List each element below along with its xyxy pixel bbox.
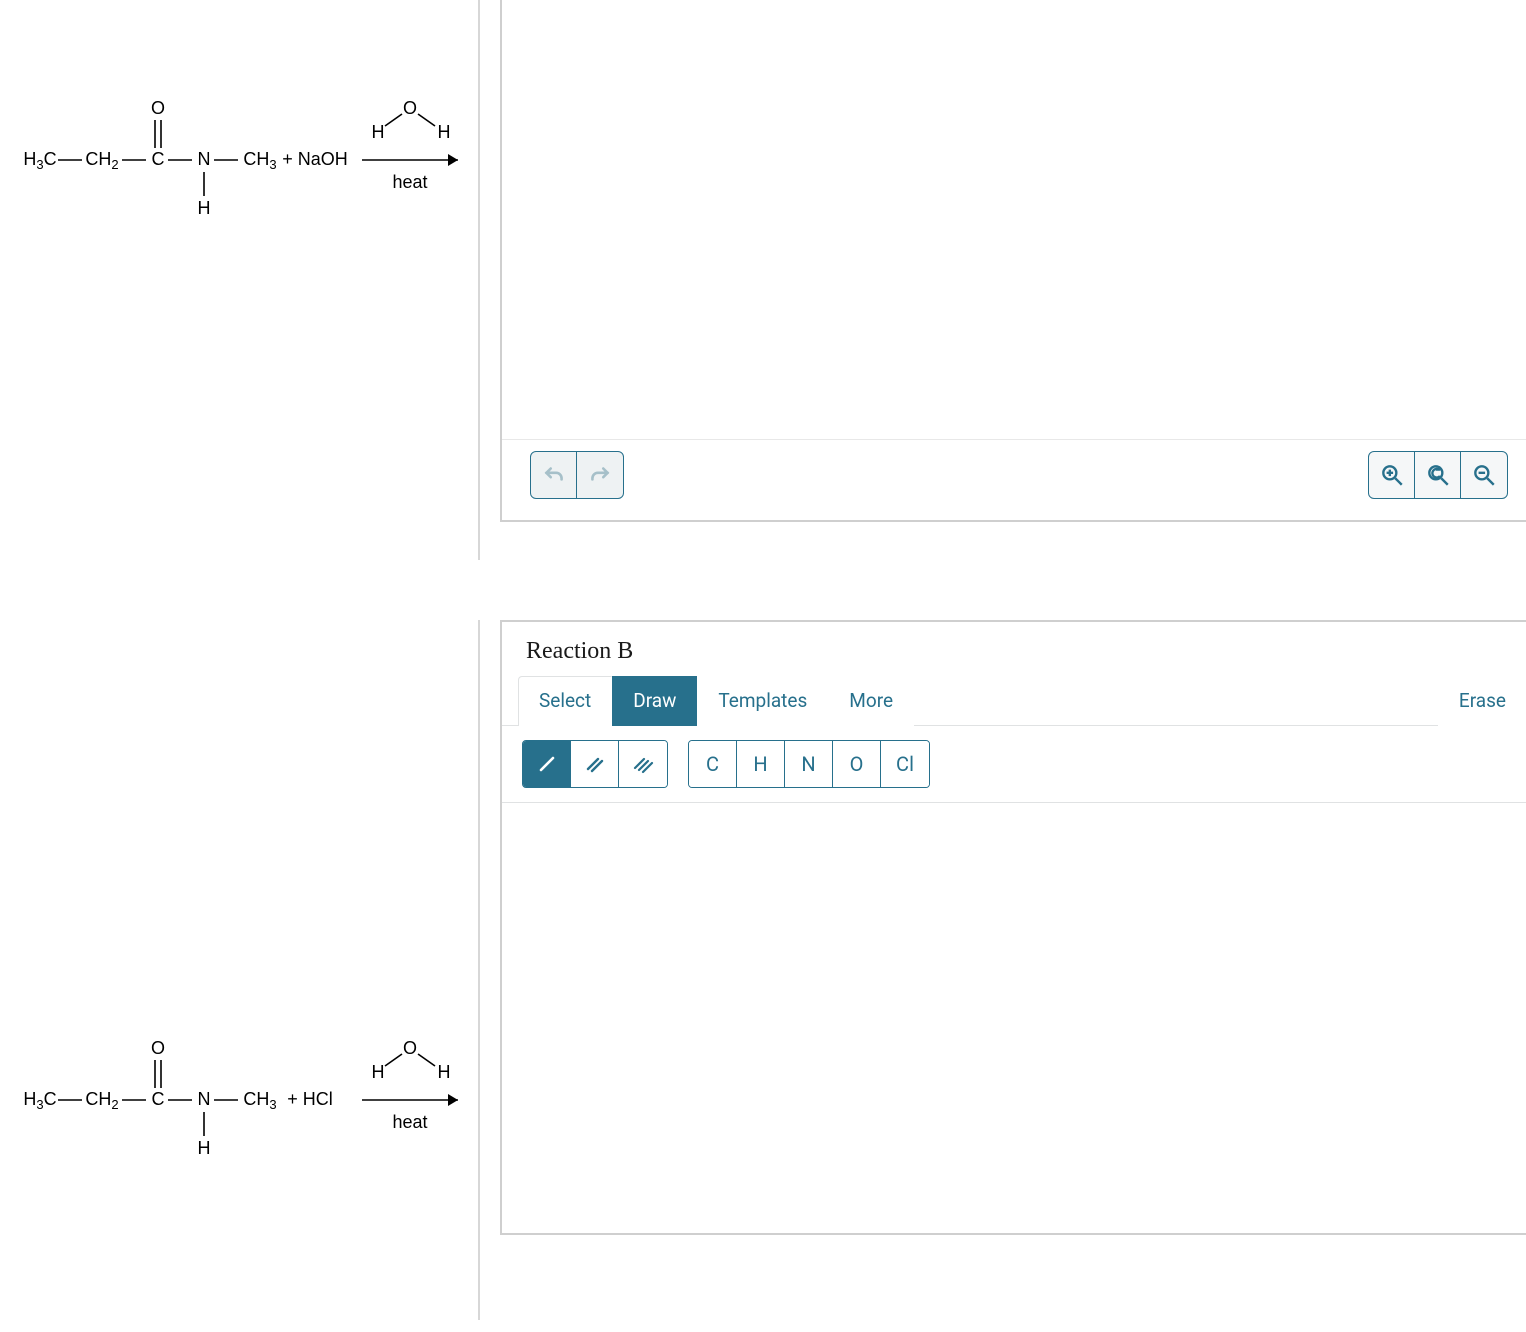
zoom-group: [1368, 451, 1508, 499]
atom-o: O: [151, 98, 165, 118]
reaction-a-editor: [500, 0, 1526, 522]
bond-buttons: [522, 740, 668, 788]
atom-c: C: [152, 149, 165, 169]
double-bond-button[interactable]: [571, 741, 619, 787]
svg-text:H: H: [372, 1062, 385, 1082]
atom-h3c: H3C: [23, 149, 56, 172]
tab-draw[interactable]: Draw: [612, 676, 697, 726]
zoom-in-button[interactable]: [1369, 452, 1415, 498]
single-bond-button[interactable]: [523, 741, 571, 787]
draw-toolbar: C H N O Cl: [502, 726, 1526, 803]
atom-ch3: CH3: [243, 149, 276, 172]
reaction-a-structure: H3C CH2 C N CH3 O H: [10, 20, 470, 240]
atom-c-button[interactable]: C: [689, 741, 737, 787]
reaction-b-editor: Reaction B Select Draw Templates More Er…: [500, 620, 1526, 1235]
atom-h-button[interactable]: H: [737, 741, 785, 787]
svg-text:N: N: [198, 1089, 211, 1109]
atom-ch2: CH2: [85, 149, 118, 172]
water-o: O: [403, 98, 417, 118]
atom-n: N: [198, 149, 211, 169]
svg-text:H: H: [438, 1062, 451, 1082]
drawing-canvas-a[interactable]: [502, 0, 1526, 440]
svg-text:CH2: CH2: [85, 1089, 118, 1112]
water-h-left: H: [372, 122, 385, 142]
svg-text:H3C: H3C: [23, 1089, 56, 1112]
water-h-right: H: [438, 122, 451, 142]
under-arrow-a: heat: [392, 172, 427, 192]
reagent-b: + HCl: [287, 1089, 333, 1109]
svg-text:heat: heat: [392, 1112, 427, 1132]
svg-text:CH3: CH3: [243, 1089, 276, 1112]
reagent-a: + NaOH: [282, 149, 348, 169]
tab-more[interactable]: More: [828, 676, 914, 726]
reaction-b-title: Reaction B: [526, 638, 633, 664]
atom-o-button[interactable]: O: [833, 741, 881, 787]
svg-text:O: O: [403, 1038, 417, 1058]
triple-bond-button[interactable]: [619, 741, 667, 787]
tab-select[interactable]: Select: [518, 676, 612, 726]
reaction-a-pane: H3C CH2 C N CH3 O H: [0, 0, 480, 560]
drawing-canvas-b[interactable]: [502, 803, 1526, 1223]
editor-tabs: Select Draw Templates More Erase: [502, 675, 1526, 726]
tab-erase[interactable]: Erase: [1438, 676, 1526, 726]
undo-redo-group: [530, 451, 624, 499]
tab-templates[interactable]: Templates: [697, 676, 828, 726]
reaction-b-pane: H3C CH2 C N CH3 O H + HCl O: [0, 620, 480, 1320]
undo-button[interactable]: [531, 452, 577, 498]
atom-n-button[interactable]: N: [785, 741, 833, 787]
reaction-b-structure: H3C CH2 C N CH3 O H + HCl O: [10, 960, 470, 1180]
svg-text:C: C: [152, 1089, 165, 1109]
zoom-out-button[interactable]: [1461, 452, 1507, 498]
atom-buttons: C H N O Cl: [688, 740, 930, 788]
redo-button[interactable]: [577, 452, 623, 498]
svg-text:O: O: [151, 1038, 165, 1058]
atom-cl-button[interactable]: Cl: [881, 741, 929, 787]
svg-text:H: H: [198, 1138, 211, 1158]
zoom-reset-button[interactable]: [1415, 452, 1461, 498]
atom-nh: H: [198, 198, 211, 218]
